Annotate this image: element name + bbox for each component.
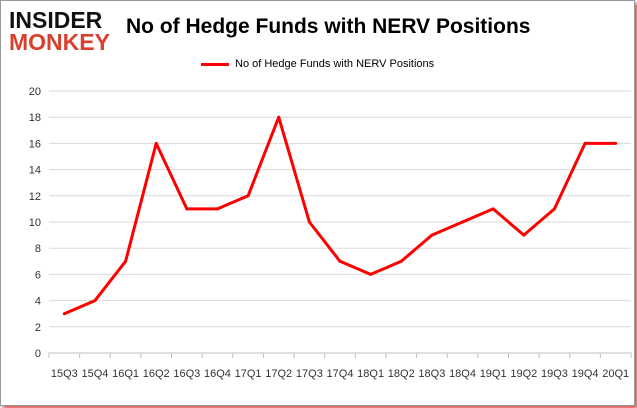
data-point xyxy=(277,115,281,119)
data-point xyxy=(522,233,526,237)
x-tick-label: 19Q1 xyxy=(480,368,507,380)
legend-label: No of Hedge Funds with NERV Positions xyxy=(235,58,435,70)
data-point xyxy=(124,259,128,263)
legend-swatch xyxy=(201,62,229,66)
y-tick-label: 4 xyxy=(35,296,41,308)
y-tick-label: 14 xyxy=(29,165,41,177)
x-tick-label: 18Q3 xyxy=(418,368,445,380)
data-point xyxy=(338,259,342,263)
data-point xyxy=(307,220,311,224)
y-tick-label: 6 xyxy=(35,269,41,281)
x-tick-label: 17Q3 xyxy=(296,368,323,380)
data-point xyxy=(62,312,66,316)
data-point xyxy=(215,207,219,211)
y-tick-label: 8 xyxy=(35,243,41,255)
logo-line2: MONKEY xyxy=(9,29,110,55)
x-tick-label: 16Q1 xyxy=(112,368,139,380)
data-point xyxy=(614,141,618,145)
logo-line1: INSIDER xyxy=(9,7,103,33)
x-tick-label: 17Q4 xyxy=(327,368,354,380)
x-tick-label: 16Q3 xyxy=(173,368,200,380)
y-tick-label: 0 xyxy=(35,348,41,360)
x-tick-label: 15Q4 xyxy=(81,368,108,380)
y-tick-label: 20 xyxy=(29,86,41,98)
data-point xyxy=(93,299,97,303)
x-tick-label: 16Q2 xyxy=(143,368,170,380)
x-tick-label: 17Q2 xyxy=(265,368,292,380)
x-tick-label: 19Q4 xyxy=(572,368,599,380)
y-tick-label: 16 xyxy=(29,138,41,150)
chart-title: No of Hedge Funds with NERV Positions xyxy=(126,15,531,38)
x-tick-label: 18Q2 xyxy=(388,368,415,380)
x-tick-label: 18Q4 xyxy=(449,368,476,380)
x-tick-label: 16Q4 xyxy=(204,368,231,380)
data-point xyxy=(552,207,556,211)
data-point xyxy=(583,141,587,145)
x-tick-label: 19Q3 xyxy=(541,368,568,380)
data-point xyxy=(154,141,158,145)
data-point xyxy=(430,233,434,237)
y-tick-label: 10 xyxy=(29,217,41,229)
y-tick-label: 2 xyxy=(35,322,41,334)
data-point xyxy=(246,194,250,198)
data-point xyxy=(399,259,403,263)
series-line xyxy=(63,115,616,316)
x-tick-label: 15Q3 xyxy=(51,368,78,380)
x-tick-label: 17Q1 xyxy=(235,368,262,380)
x-tick-label: 18Q1 xyxy=(357,368,384,380)
x-tick-label: 19Q2 xyxy=(510,368,537,380)
data-point xyxy=(491,207,495,211)
legend: No of Hedge Funds with NERV Positions xyxy=(201,58,434,70)
insider-monkey-logo: INSIDER MONKEY xyxy=(9,7,110,55)
data-point xyxy=(185,207,189,211)
y-tick-label: 12 xyxy=(29,191,41,203)
data-point xyxy=(369,272,373,276)
data-point xyxy=(461,220,465,224)
y-tick-label: 18 xyxy=(29,112,41,124)
x-tick-label: 20Q1 xyxy=(602,368,629,380)
